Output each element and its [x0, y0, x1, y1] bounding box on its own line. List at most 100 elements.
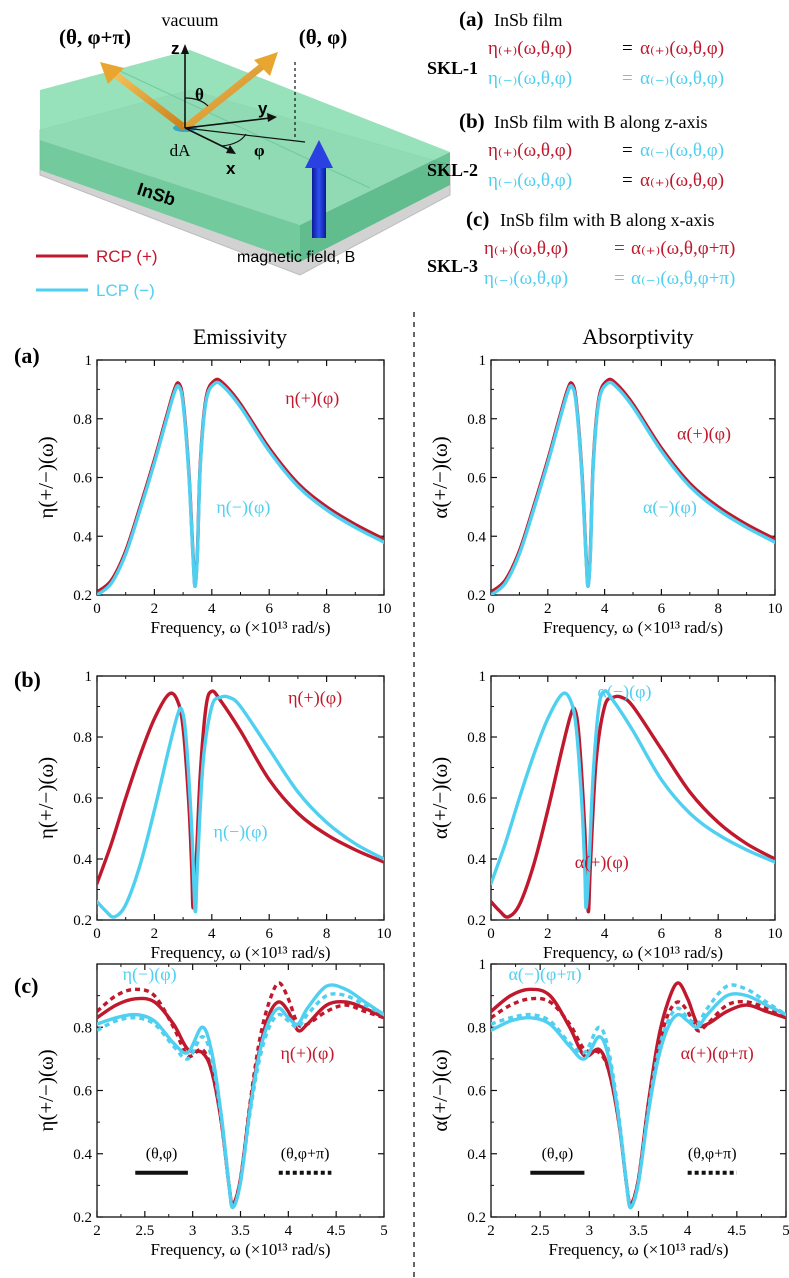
x-tick-label: 4: [601, 926, 609, 942]
x-axis-label: Frequency, ω (×10¹³ rad/s): [151, 943, 331, 962]
series-annotation: η(−)(φ): [123, 964, 177, 985]
relation-c-line1-eq: =: [614, 238, 625, 259]
y-tick-label: 0.4: [73, 529, 92, 545]
y-tick-label: 0.8: [73, 1020, 92, 1036]
y-tick-label: 0.2: [73, 588, 92, 604]
series-annotation: α(+)(φ+π): [681, 1043, 754, 1064]
direction-right-label: (θ, φ): [299, 25, 348, 49]
relation-a-panel: (a): [459, 7, 484, 31]
relation-a-line2-rhs: α₍₋₎(ω,θ,φ): [640, 68, 724, 89]
series-annotation: α(−)(φ): [643, 497, 697, 518]
relation-b-line2-lhs: η₍₋₎(ω,θ,φ): [488, 170, 572, 191]
relation-b-line2-rhs: α₍₊₎(ω,θ,φ): [640, 170, 724, 191]
series-line: [491, 992, 786, 1210]
y-tick-label: 0.2: [73, 1210, 92, 1226]
series-annotation: α(−)(φ): [598, 681, 652, 702]
y-axis-label: η(+/−)(ω): [34, 1049, 58, 1131]
series-line: [491, 694, 775, 919]
series-annotation: α(−)(φ+π): [508, 964, 581, 985]
series-annotation: η(−)(φ): [216, 497, 270, 518]
theta-label: θ: [195, 85, 204, 104]
x-axis-label: Frequency, ω (×10¹³ rad/s): [543, 943, 723, 962]
y-tick-label: 1: [479, 353, 487, 369]
chart-c-emissivity: 2 2.5 3 3.5 4 4.5 5 0.2 0.4 0.6 0.8 Frequency, ω (×…: [34, 963, 388, 1259]
x-tick-label: 10: [377, 601, 392, 617]
y-tick-label: 0.4: [467, 529, 486, 545]
axis-y-label: y: [258, 99, 268, 118]
relation-b-line2-eq: =: [622, 170, 633, 191]
relation-b-line1-lhs: η₍₊₎(ω,θ,φ): [488, 140, 572, 161]
relation-b-line1-rhs: α₍₋₎(ω,θ,φ): [640, 140, 724, 161]
relation-c-line1-lhs: η₍₊₎(ω,θ,φ): [484, 238, 568, 259]
series-line: [97, 992, 384, 1210]
y-tick-label: 0.4: [467, 1147, 486, 1163]
x-tick-label: 3: [586, 1223, 594, 1239]
series-line: [491, 689, 775, 910]
series-annotation: η(+)(φ): [280, 1043, 334, 1064]
x-tick-label: 8: [323, 926, 331, 942]
plot-frame: [96, 359, 385, 596]
magnetic-field-label: magnetic field, B: [237, 249, 355, 266]
axis-z-label: z: [171, 39, 180, 58]
x-tick-label: 3: [189, 1223, 197, 1239]
x-tick-label: 10: [768, 926, 783, 942]
series-group: [491, 689, 775, 919]
series-line: [491, 996, 786, 1207]
line-style-key-label: (θ,φ): [146, 1146, 178, 1163]
y-tick-label: 0.6: [467, 791, 486, 807]
plot-frame: [490, 675, 776, 921]
x-axis-label: Frequency, ω (×10¹³ rad/s): [151, 1240, 331, 1259]
series-line: [97, 377, 384, 594]
x-tick-label: 2: [544, 926, 552, 942]
series-line: [97, 983, 384, 1210]
phi-label: φ: [254, 141, 265, 160]
vacuum-label: vacuum: [162, 10, 219, 30]
y-tick-label: 0.4: [73, 852, 92, 868]
emission-arrow-left: [100, 62, 188, 131]
series-line: [97, 981, 384, 1207]
series-line: [491, 380, 775, 595]
y-tick-label: 0.6: [467, 471, 486, 487]
y-tick-label: 0.4: [73, 1147, 92, 1163]
x-tick-label: 3.5: [629, 1223, 648, 1239]
chart-a-emissivity: 0 2 4 6 8 10 0.2 0.4 0.6 0.8 1 Frequency, ω (×10¹³ …: [34, 353, 392, 637]
x-axis-label: Frequency, ω (×10¹³ rad/s): [151, 618, 331, 637]
series-annotation: η(+)(φ): [288, 687, 342, 708]
magnetic-field-arrow: [305, 140, 333, 238]
y-tick-label: 0.4: [467, 852, 486, 868]
y-axis-label: α(+/−)(ω): [428, 436, 452, 518]
row-label-c: (c): [14, 973, 38, 998]
legend-lcp-label: LCP (−): [96, 281, 155, 300]
series-line: [97, 694, 384, 919]
y-axis-label: α(+/−)(ω): [428, 1049, 452, 1131]
relations: (a) InSb film SKL-1 η₍₊₎(ω,θ,φ) = α₍₊₎(ω…: [427, 7, 735, 289]
relation-c-line1-rhs: α₍₊₎(ω,θ,φ+π): [631, 238, 735, 259]
relation-a-line2-lhs: η₍₋₎(ω,θ,φ): [488, 68, 572, 89]
series-line: [491, 983, 786, 1210]
x-tick-label: 6: [658, 601, 666, 617]
line-style-key-label: (θ,φ+π): [688, 1146, 737, 1163]
y-tick-label: 1: [85, 353, 93, 369]
y-tick-label: 0.2: [73, 913, 92, 929]
x-axis-label: Frequency, ω (×10¹³ rad/s): [549, 1240, 729, 1259]
y-tick-label: 0.2: [467, 588, 486, 604]
x-tick-label: 5: [380, 1223, 388, 1239]
x-tick-label: 6: [265, 601, 273, 617]
relation-c-caption: InSb film with B along x-axis: [500, 210, 715, 230]
y-axis-label: η(+/−)(ω): [34, 436, 58, 518]
chart-c-absorptivity: 2 2.5 3 3.5 4 4.5 5 0.2 0.4 0.6 0.8 1 Frequency, ω (…: [428, 957, 789, 1259]
x-tick-label: 3.5: [231, 1223, 250, 1239]
series-group: [491, 377, 775, 595]
x-axis-label: Frequency, ω (×10¹³ rad/s): [543, 618, 723, 637]
relation-c-name: SKL-3: [427, 256, 478, 276]
row-label-b: (b): [14, 667, 41, 692]
relation-c-line2-lhs: η₍₋₎(ω,θ,φ): [484, 268, 568, 289]
x-tick-label: 5: [782, 1223, 789, 1239]
y-tick-label: 1: [479, 957, 487, 973]
y-tick-label: 0.8: [467, 1020, 486, 1036]
column-title-emissivity: Emissivity: [193, 324, 287, 349]
series-line: [97, 689, 384, 910]
chart-b-emissivity: 0 2 4 6 8 10 0.2 0.4 0.6 0.8 1 Frequency, ω (×10¹³ …: [34, 669, 392, 962]
emission-arrow-right: [182, 52, 278, 131]
series-annotation: α(+)(φ): [677, 423, 731, 444]
